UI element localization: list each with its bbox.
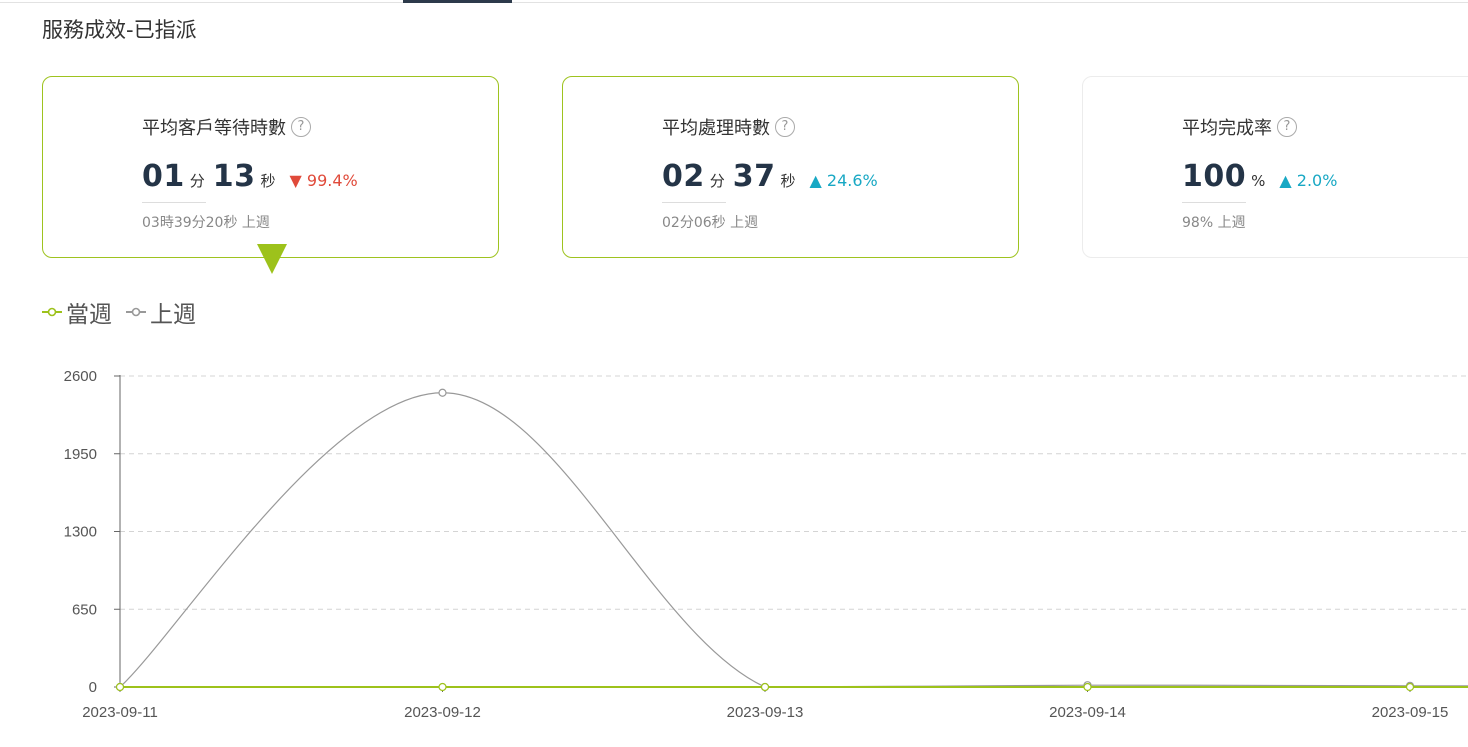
y-tick-label: 1300 (64, 524, 97, 541)
change-indicator: ▲ 24.6% (809, 171, 878, 190)
question-circle-icon[interactable]: ? (775, 117, 795, 137)
previous-week-value: 02分06秒 上週 (662, 215, 759, 231)
x-tick-label: 2023-09-13 (727, 704, 804, 721)
metric-card-handle-time[interactable]: 平均處理時數 ? 02 分 37 秒 ▲ 24.6% 02分06秒 上週 (562, 76, 1019, 258)
top-divider (0, 2, 1468, 3)
metric-unit: 秒 (260, 172, 276, 190)
metric-value: 100 % ▲ 2.0% (1182, 159, 1337, 194)
question-circle-icon[interactable]: ? (1277, 117, 1297, 137)
data-point (438, 388, 447, 397)
metric-divider (662, 202, 726, 203)
legend-line-marker-icon (126, 307, 146, 317)
metric-card-wait-time[interactable]: 平均客戶等待時數 ? 01 分 13 秒 ▼ 99.4% 03時39分20秒 上… (42, 76, 499, 258)
metric-label-text: 平均處理時數 (662, 118, 770, 139)
series-line (119, 392, 1468, 688)
metric-label: 平均處理時數 ? (662, 114, 795, 140)
metric-number: 01 (142, 159, 185, 194)
legend-item-last-week[interactable]: 上週 (126, 295, 196, 329)
data-point (1405, 682, 1415, 692)
metric-label-text: 平均客戶等待時數 (142, 118, 286, 139)
active-tab-indicator (403, 0, 512, 3)
metric-unit: % (1251, 172, 1266, 190)
metric-number: 02 (662, 159, 705, 194)
data-point (760, 682, 770, 692)
section-title: 服務成效-已指派 (42, 18, 197, 42)
data-point (115, 682, 125, 692)
metric-label-text: 平均完成率 (1182, 118, 1272, 139)
x-tick-label: 2023-09-14 (1049, 704, 1126, 721)
metric-unit: 分 (709, 172, 725, 190)
previous-week-value: 98% 上週 (1182, 215, 1246, 231)
change-indicator: ▲ 2.0% (1279, 171, 1338, 190)
metric-value: 02 分 37 秒 ▲ 24.6% (662, 159, 878, 194)
y-tick-label: 650 (72, 601, 97, 618)
metric-card-completion-rate[interactable]: 平均完成率 ? 100 % ▲ 2.0% 98% 上週 (1082, 76, 1468, 258)
metric-label: 平均完成率 ? (1182, 114, 1297, 140)
legend-label: 上週 (150, 302, 196, 328)
chart-legend: 當週 上週 (42, 295, 210, 329)
metric-number: 100 (1182, 159, 1247, 194)
metric-divider (142, 202, 206, 203)
selected-card-pointer (257, 244, 287, 274)
change-indicator: ▼ 99.4% (289, 171, 358, 190)
x-tick-label: 2023-09-15 (1372, 704, 1449, 721)
metric-unit: 秒 (780, 172, 796, 190)
metric-number: 37 (732, 159, 776, 194)
legend-line-marker-icon (42, 307, 62, 317)
previous-week-value: 03時39分20秒 上週 (142, 215, 270, 231)
y-tick-label: 0 (89, 679, 97, 696)
data-point (1083, 682, 1092, 692)
legend-label: 當週 (66, 302, 112, 328)
metric-number: 13 (212, 159, 256, 194)
metric-divider (1182, 202, 1246, 203)
metric-label: 平均客戶等待時數 ? (142, 114, 311, 140)
legend-item-current-week[interactable]: 當週 (42, 295, 112, 329)
metric-value: 01 分 13 秒 ▼ 99.4% (142, 159, 358, 194)
y-tick-label: 2600 (64, 368, 97, 385)
x-tick-label: 2023-09-12 (404, 704, 481, 721)
y-tick-label: 1950 (64, 446, 97, 463)
line-chart: 0 650 1300 1950 2600 2023-09-11 2023-09-12 2023… (64, 368, 1468, 721)
question-circle-icon[interactable]: ? (291, 117, 311, 137)
data-point (438, 682, 447, 692)
metric-unit: 分 (189, 172, 205, 190)
x-tick-label: 2023-09-11 (82, 704, 158, 721)
